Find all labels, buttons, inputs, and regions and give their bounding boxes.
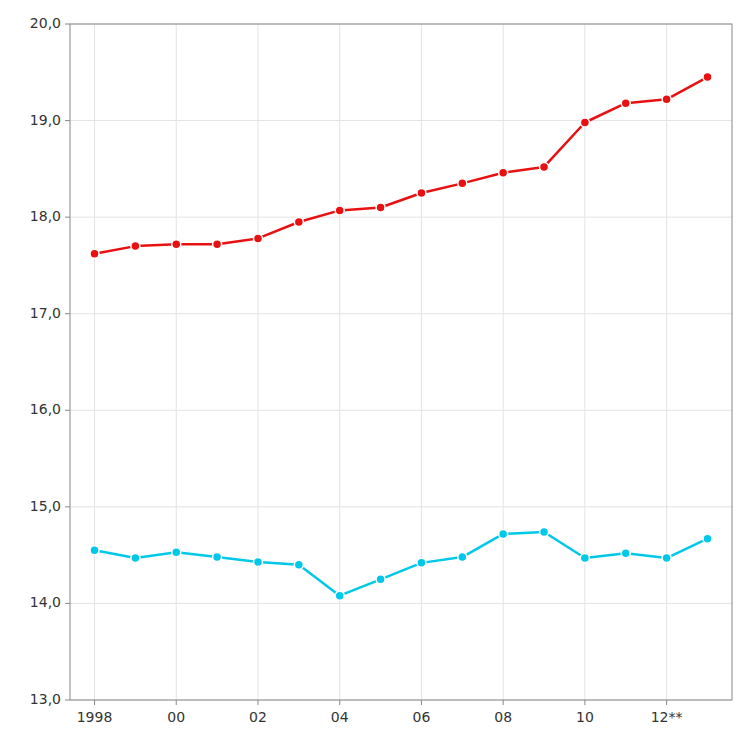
y-tick xyxy=(65,506,70,507)
x-tick xyxy=(584,700,585,705)
point xyxy=(376,575,385,584)
point xyxy=(662,95,671,104)
plot-background xyxy=(70,24,732,700)
data xyxy=(90,73,712,601)
point xyxy=(621,549,630,558)
chart: 13,0 14,0 15,0 16,0 17,0 18,0 19,0 20,0 1998 00 02… xyxy=(0,0,756,750)
point xyxy=(458,179,467,188)
point xyxy=(131,554,140,563)
series xyxy=(90,527,712,600)
point xyxy=(621,99,630,108)
x-tick xyxy=(176,700,177,705)
x-tick xyxy=(339,700,340,705)
x-tick-label: 10 xyxy=(576,709,594,725)
series-line xyxy=(95,532,708,596)
x-grid-line xyxy=(257,24,258,700)
y-tick-label: 14,0 xyxy=(30,594,61,610)
x-grid-line xyxy=(421,24,422,700)
x-tick xyxy=(503,700,504,705)
series xyxy=(90,73,712,259)
y-tick xyxy=(65,313,70,314)
y-grid-line xyxy=(70,120,732,121)
point xyxy=(499,529,508,538)
point xyxy=(172,240,181,249)
point xyxy=(213,553,222,562)
point xyxy=(213,240,222,249)
y-tick-label: 15,0 xyxy=(30,498,61,514)
point xyxy=(458,553,467,562)
y-grid-line xyxy=(70,506,732,507)
x-tick-label: 02 xyxy=(249,709,267,725)
series-line xyxy=(95,77,708,254)
x-tick-label: 06 xyxy=(413,709,431,725)
point xyxy=(540,527,549,536)
point xyxy=(499,168,508,177)
chart-container: 13,0 14,0 15,0 16,0 17,0 18,0 19,0 20,0 1998 00 02… xyxy=(0,0,756,750)
y-tick xyxy=(65,700,70,701)
x-tick xyxy=(94,700,95,705)
x-tick xyxy=(666,700,667,705)
y-tick-label: 18,0 xyxy=(30,208,61,224)
point xyxy=(580,118,589,127)
point xyxy=(90,249,99,258)
y-tick-label: 16,0 xyxy=(30,401,61,417)
axes: 13,0 14,0 15,0 16,0 17,0 18,0 19,0 20,0 1998 00 02… xyxy=(30,15,732,725)
point xyxy=(335,591,344,600)
x-tick-label: 00 xyxy=(167,709,185,725)
point xyxy=(662,554,671,563)
x-tick-label: 1998 xyxy=(77,709,113,725)
point xyxy=(172,548,181,557)
point xyxy=(90,546,99,555)
y-tick-label: 17,0 xyxy=(30,305,61,321)
point xyxy=(131,242,140,251)
x-tick-label: 04 xyxy=(331,709,349,725)
x-tick-label: 08 xyxy=(494,709,512,725)
y-tick-label: 20,0 xyxy=(30,15,61,31)
y-grid-line xyxy=(70,603,732,604)
point xyxy=(417,558,426,567)
y-tick xyxy=(65,603,70,604)
x-tick xyxy=(257,700,258,705)
point xyxy=(703,534,712,543)
point xyxy=(376,203,385,212)
x-grid-line xyxy=(503,24,504,700)
point xyxy=(335,206,344,215)
point xyxy=(580,554,589,563)
y-grid-line xyxy=(70,410,732,411)
point xyxy=(253,234,262,243)
y-tick-label: 13,0 xyxy=(30,691,61,707)
grid xyxy=(70,24,732,700)
y-grid-line xyxy=(70,217,732,218)
x-grid-line xyxy=(176,24,177,700)
point xyxy=(703,73,712,82)
y-tick xyxy=(65,120,70,121)
point xyxy=(417,189,426,198)
y-tick xyxy=(65,410,70,411)
y-tick xyxy=(65,24,70,25)
x-grid-line xyxy=(666,24,667,700)
x-tick xyxy=(421,700,422,705)
x-tick-label: 12** xyxy=(651,709,683,725)
point xyxy=(294,217,303,226)
point xyxy=(540,162,549,171)
point xyxy=(294,560,303,569)
y-tick-label: 19,0 xyxy=(30,112,61,128)
point xyxy=(253,557,262,566)
plot-frame xyxy=(70,24,732,700)
x-grid-line xyxy=(94,24,95,700)
y-grid-line xyxy=(70,313,732,314)
y-tick xyxy=(65,217,70,218)
